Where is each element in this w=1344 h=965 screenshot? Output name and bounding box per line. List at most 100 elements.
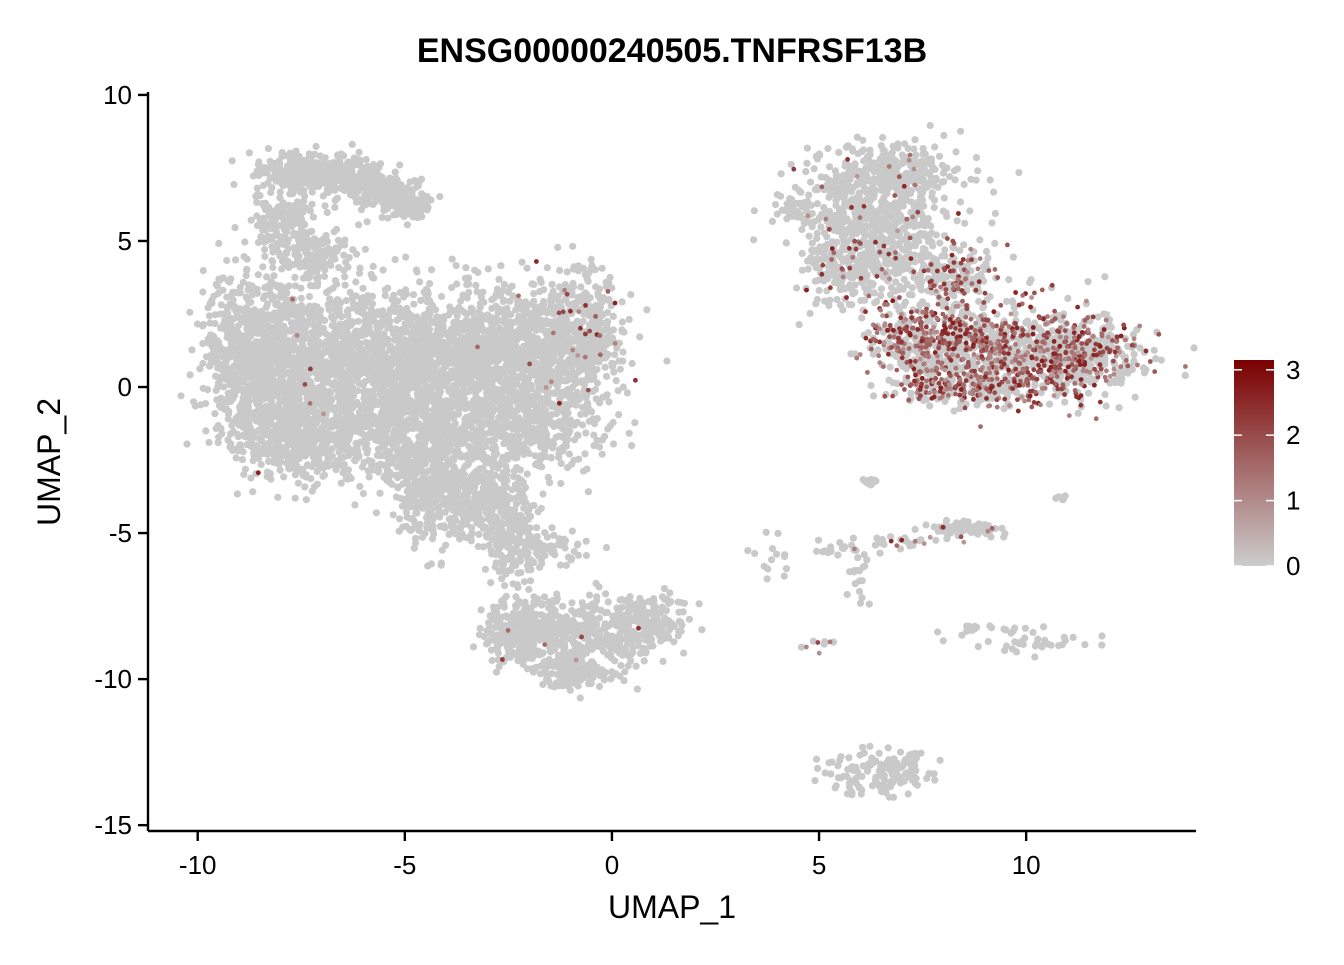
cell-point <box>323 185 331 193</box>
cell-point <box>287 185 295 193</box>
cell-point <box>497 262 505 270</box>
cell-point <box>563 268 571 276</box>
cell-point <box>253 198 261 206</box>
cell-point <box>322 288 331 297</box>
cell-point <box>345 387 353 396</box>
cell-point <box>408 186 416 194</box>
cell-point <box>529 344 538 352</box>
cell-point <box>266 351 274 360</box>
cell-point <box>217 301 225 309</box>
cell-point <box>452 262 460 270</box>
cell-point <box>277 179 285 187</box>
cell-point <box>328 364 336 372</box>
cell-point <box>222 358 230 366</box>
cell-point <box>262 283 270 291</box>
cell-point <box>301 192 309 200</box>
cell-point <box>496 324 504 332</box>
cell-point <box>276 211 284 219</box>
cell-point <box>288 323 296 332</box>
cell-point <box>238 456 246 464</box>
cell-point <box>389 372 397 380</box>
cell-point <box>409 356 417 364</box>
cell-point <box>369 262 377 270</box>
cell-point <box>589 317 597 325</box>
cell-point <box>348 140 356 148</box>
cell-point <box>523 300 531 308</box>
cell-point <box>297 301 306 310</box>
cell-point <box>663 357 671 365</box>
cell-point <box>225 381 234 389</box>
cell-point <box>339 322 347 330</box>
cell-point <box>543 264 551 272</box>
cell-point <box>267 277 275 286</box>
cell-point <box>219 320 228 328</box>
cell-point <box>390 211 398 219</box>
cell-point <box>530 297 538 305</box>
cell-point <box>260 335 268 344</box>
cell-point <box>586 294 594 302</box>
cell-point <box>265 203 273 212</box>
chart-title: ENSG00000240505.TNFRSF13B <box>417 32 927 70</box>
cell-point <box>306 386 314 394</box>
cell-point <box>248 291 256 299</box>
cell-point <box>391 350 400 359</box>
cell-point <box>347 341 355 349</box>
cell-point <box>389 184 397 192</box>
cell-point <box>462 264 470 272</box>
cell-point <box>570 263 578 271</box>
cell-point <box>388 305 396 313</box>
cell-point <box>295 152 303 160</box>
cell-point <box>395 308 403 317</box>
cell-point <box>403 308 412 316</box>
cell-point <box>280 328 288 336</box>
cell-point <box>618 298 626 306</box>
cell-point <box>261 252 269 260</box>
cell-point <box>499 338 507 346</box>
cell-point <box>334 151 342 159</box>
cell-point <box>424 294 432 303</box>
cell-point <box>342 297 350 305</box>
cell-point <box>406 178 414 186</box>
cell-point <box>206 319 214 327</box>
cell-point <box>319 325 327 333</box>
cell-point <box>455 304 463 312</box>
cell-point <box>199 288 207 296</box>
cell-point <box>235 345 243 353</box>
cell-point <box>247 298 255 306</box>
cell-point <box>389 192 397 200</box>
cell-point <box>537 309 545 317</box>
cell-point <box>232 369 241 378</box>
cell-point <box>281 301 289 309</box>
cell-point <box>441 371 449 379</box>
cell-point <box>333 280 341 288</box>
cell-point <box>290 344 298 352</box>
cell-point <box>346 288 354 296</box>
cell-point <box>327 347 335 355</box>
cell-point <box>215 338 223 346</box>
cell-point <box>306 272 314 280</box>
cell-point <box>494 353 502 361</box>
cell-point <box>327 256 335 264</box>
cell-point <box>318 175 326 183</box>
cell-point <box>589 356 597 364</box>
cell-point <box>500 280 508 288</box>
cell-point <box>244 329 252 337</box>
cell-point <box>543 309 551 317</box>
cell-point <box>409 291 418 299</box>
cell-point <box>474 354 483 362</box>
cell-point <box>292 211 300 219</box>
cell-point <box>392 202 400 210</box>
cell-point <box>311 323 319 331</box>
cell-point <box>292 147 300 155</box>
cell-point <box>391 331 399 339</box>
cell-point <box>517 351 525 359</box>
cell-point <box>215 347 223 355</box>
cell-point <box>254 310 262 318</box>
cell-point <box>379 312 387 321</box>
cell-point <box>277 341 285 349</box>
cell-point <box>413 179 421 187</box>
cell-point <box>416 278 424 286</box>
cell-point <box>533 351 541 360</box>
